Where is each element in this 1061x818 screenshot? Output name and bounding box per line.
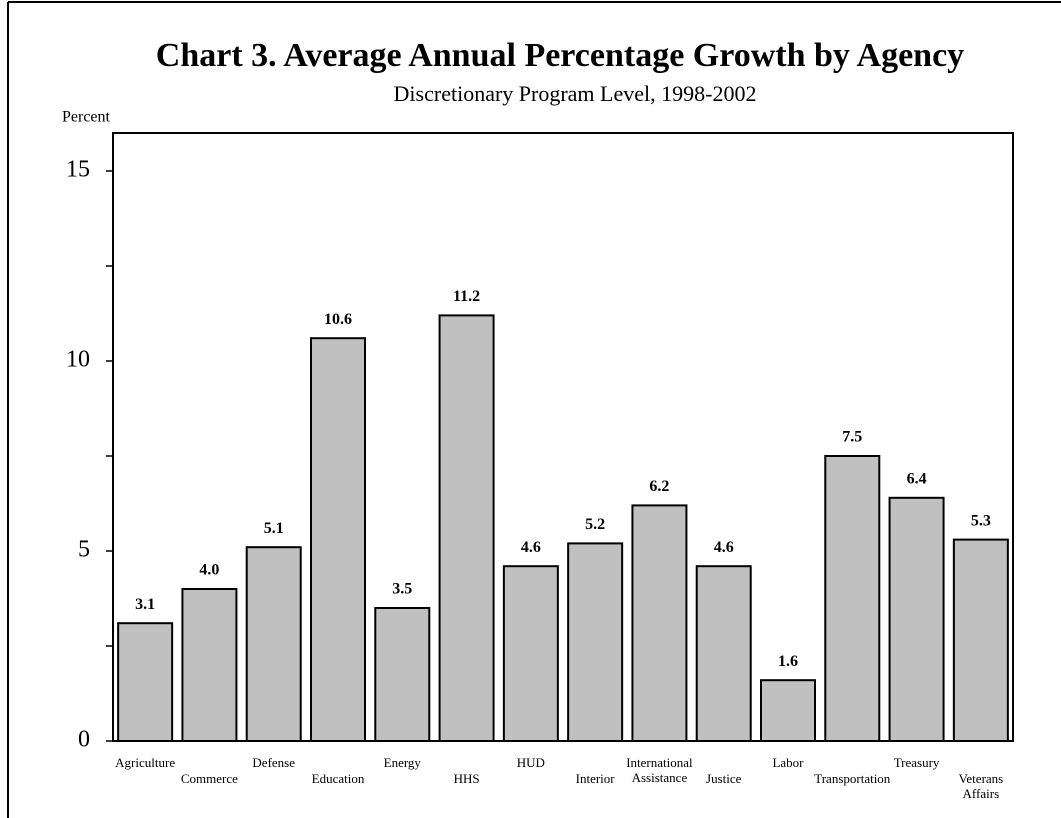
y-axis-label: Percent: [62, 109, 111, 126]
value-label: 10.6: [324, 311, 352, 328]
bar: [824, 455, 881, 742]
bar: [631, 504, 688, 742]
x-tick-label: International Assistance: [626, 755, 693, 785]
x-tick-label: Interior: [576, 771, 616, 786]
x-tick-label: HUD: [517, 755, 545, 770]
bar: [310, 337, 366, 742]
value-label: 6.4: [907, 470, 927, 487]
value-label: 5.2: [585, 516, 605, 533]
bar: [438, 314, 495, 742]
value-label: 4.6: [714, 539, 734, 556]
bar: [117, 622, 174, 743]
x-tick-label: Labor: [772, 755, 804, 770]
value-label: 11.2: [453, 288, 480, 305]
x-tick-label: Commerce: [181, 771, 238, 786]
chart-subtitle: Discretionary Program Level, 1998-2002: [394, 81, 757, 106]
y-tick-label: 15: [66, 157, 90, 183]
value-label: 4.6: [521, 539, 541, 556]
x-tick-label: Education: [312, 771, 365, 786]
value-label: 5.1: [264, 520, 284, 537]
bar: [952, 538, 1009, 742]
value-label: 3.5: [392, 581, 412, 598]
value-label: 1.6: [778, 653, 798, 670]
bar: [888, 496, 945, 742]
chart-title: Chart 3. Average Annual Percentage Growt…: [156, 37, 964, 74]
y-tick-label: 0: [78, 727, 90, 753]
y-tick-label: 10: [66, 347, 90, 373]
bar: [695, 565, 752, 743]
bar: [567, 542, 624, 743]
bar: [760, 679, 816, 743]
value-label: 4.0: [199, 562, 219, 579]
plot-frame: [112, 132, 1014, 742]
x-tick-label: HHS: [454, 771, 480, 786]
x-tick-label: Veterans Affairs: [958, 771, 1003, 801]
bar: [374, 607, 431, 742]
bar: [181, 588, 238, 742]
bar: [245, 546, 302, 743]
y-tick-label: 5: [78, 537, 90, 563]
value-label: 6.2: [649, 478, 669, 495]
x-tick-label: Energy: [384, 755, 422, 770]
x-tick-label: Justice: [706, 771, 742, 786]
value-label: 3.1: [135, 596, 155, 613]
x-tick-label: Agriculture: [115, 755, 175, 770]
x-tick-label: Transportation: [814, 771, 891, 786]
x-tick-label: Treasury: [894, 755, 940, 770]
value-label: 7.5: [842, 429, 862, 446]
bar: [502, 565, 559, 743]
x-tick-label: Defense: [252, 755, 295, 770]
value-label: 5.3: [971, 512, 991, 529]
